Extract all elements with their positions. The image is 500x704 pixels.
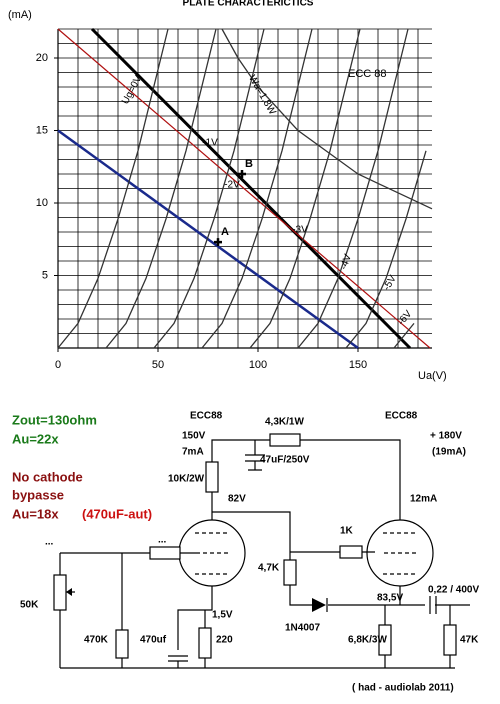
schematic-label: ... xyxy=(158,535,167,546)
operating-point xyxy=(214,238,222,247)
schematic-label: 83,5V xyxy=(377,593,403,604)
schematic-label: 50K xyxy=(20,600,39,611)
x-tick-label: 50 xyxy=(152,359,164,371)
schematic-label: 6,8K/3W xyxy=(348,635,387,646)
schematic-label: Au=22x xyxy=(12,431,59,446)
schematic-drawing xyxy=(53,433,470,669)
schematic-label: 220 xyxy=(216,635,233,646)
schematic-label: 1N4007 xyxy=(285,623,320,634)
point-label: B xyxy=(245,158,253,170)
curve-label: -6V xyxy=(396,308,415,327)
operating-point xyxy=(238,170,246,178)
schematic-label: ... xyxy=(45,537,54,548)
schematic-label: 0,22 / 400V xyxy=(428,585,479,596)
y-axis-label: (mA) xyxy=(8,9,32,21)
y-tick-label: 10 xyxy=(36,197,48,209)
schematic-label: 1K xyxy=(340,526,354,537)
tube-curve xyxy=(297,28,409,349)
schematic-label: 150V xyxy=(182,431,206,442)
y-tick-label: 5 xyxy=(42,269,48,281)
schematic-label: Zout=130ohm xyxy=(12,412,97,427)
tube-curve xyxy=(57,28,169,349)
curve-label: -4V xyxy=(338,253,354,272)
schematic-label: + 180V xyxy=(430,431,462,442)
point-label: A xyxy=(221,226,229,238)
curve-label: Wa=1,8W xyxy=(246,73,278,117)
curve-label: -2V xyxy=(224,180,240,191)
x-axis-label: Ua(V) xyxy=(418,370,447,382)
y-tick-label: 15 xyxy=(36,124,48,136)
x-tick-label: 0 xyxy=(55,359,61,371)
schematic-label: 470K xyxy=(84,635,109,646)
schematic-label: ( had - audiolab 2011) xyxy=(352,683,454,694)
tube-curve xyxy=(345,150,427,349)
schematic-label: No cathode xyxy=(12,469,83,484)
tube-curve xyxy=(249,28,361,349)
x-tick-label: 100 xyxy=(249,359,267,371)
plate-chart: PLATE CHARACTERICTICS 0 50 100 150 5 10 15 20 (mA… xyxy=(8,0,447,382)
tube-curve xyxy=(221,28,433,210)
load-line xyxy=(90,27,412,350)
tube-curve xyxy=(393,322,415,349)
schematic-label: 4,3K/1W xyxy=(265,417,304,428)
tube-curve xyxy=(201,28,313,349)
schematic-label: (19mA) xyxy=(432,447,466,458)
schematic-label: 47K xyxy=(460,635,479,646)
load-line xyxy=(57,129,359,350)
schematic-label: ECC88 xyxy=(385,411,418,422)
tube-curve xyxy=(153,28,265,349)
tube-curve xyxy=(105,28,217,349)
curve-label: -1V xyxy=(202,138,218,149)
schematic-label: 1,5V xyxy=(212,610,233,621)
schematic-label: 10K/2W xyxy=(168,474,205,485)
chart-title: PLATE CHARACTERICTICS xyxy=(183,0,314,9)
load-line xyxy=(57,28,431,349)
schematic-label: 4,7K xyxy=(258,563,280,574)
tube-label: ECC 88 xyxy=(348,68,387,80)
schematic-label: bypasse xyxy=(12,487,64,502)
schematic-label: Au=18x xyxy=(12,506,59,521)
schematic-label: (470uF-aut) xyxy=(82,506,152,521)
schematic-label: 12mA xyxy=(410,494,437,505)
schematic-labels: Zout=130ohm Au=22x No cathode bypasse Au=18x… xyxy=(12,411,479,694)
schematic-label: 47uF/250V xyxy=(260,455,310,466)
schematic-label: 82V xyxy=(228,494,246,505)
schematic-label: 7mA xyxy=(182,447,204,458)
y-tick-label: 20 xyxy=(36,52,48,64)
schematic-label: 470uf xyxy=(140,635,167,646)
schematic-label: ECC88 xyxy=(190,411,223,422)
x-tick-label: 150 xyxy=(349,359,367,371)
curve-label: -3V xyxy=(292,225,308,236)
